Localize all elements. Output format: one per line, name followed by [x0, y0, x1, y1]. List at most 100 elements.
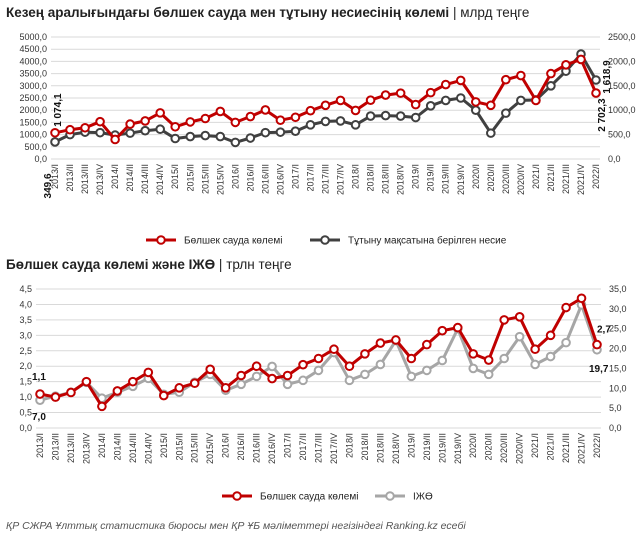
- x-tick-label: 2020/II: [486, 164, 496, 192]
- data-point: [143, 367, 154, 378]
- data-point: [298, 359, 308, 370]
- data-point: [260, 127, 271, 138]
- x-tick-label: 2020/III: [499, 433, 509, 463]
- data-point: [530, 344, 540, 355]
- data-point: [530, 359, 540, 370]
- data-point: [66, 387, 76, 398]
- x-tick-label: 2020/I: [471, 164, 481, 189]
- x-tick-label: 2017/III: [314, 433, 324, 463]
- data-point: [576, 293, 587, 304]
- y-left-tick-label: 3000,0: [19, 81, 47, 91]
- x-tick-label: 2017/I: [290, 164, 300, 189]
- data-point: [200, 113, 211, 124]
- data-point: [230, 117, 241, 128]
- data-point: [437, 355, 448, 366]
- data-point: [251, 371, 262, 382]
- x-tick-label: 2017/II: [305, 164, 315, 192]
- data-label: 7,0: [32, 412, 46, 423]
- x-tick-label: 2020/II: [484, 433, 494, 461]
- chart2-title: Бөлшек сауда көлемі және ІЖӨ | трлн теңг…: [6, 257, 292, 272]
- x-tick-label: 2016/II: [245, 164, 255, 192]
- data-point: [360, 349, 370, 359]
- x-tick-label: 2013/III: [80, 164, 90, 194]
- data-point: [205, 364, 215, 375]
- x-tick-label: 2018/II: [360, 433, 370, 461]
- data-point: [236, 370, 246, 381]
- y-left-tick-label: 4,5: [19, 284, 32, 294]
- data-label: 19,7: [589, 364, 609, 375]
- y-right-tick-label: 5,0: [609, 403, 622, 413]
- data-point: [344, 361, 355, 372]
- y-left-tick-label: 1500,0: [19, 117, 47, 127]
- y-right-tick-label: 25,0: [609, 324, 627, 334]
- data-point: [440, 79, 451, 90]
- x-tick-label: 2020/III: [501, 164, 511, 194]
- data-point: [514, 331, 525, 342]
- data-point: [561, 337, 571, 348]
- data-point: [561, 302, 571, 313]
- data-point: [95, 127, 105, 138]
- data-point: [65, 124, 75, 135]
- data-point: [275, 115, 286, 126]
- data-point: [591, 75, 601, 85]
- data-point: [335, 116, 346, 126]
- data-point: [50, 392, 61, 402]
- x-tick-label: 2021/II: [546, 433, 556, 461]
- data-point: [455, 93, 466, 103]
- data-point: [125, 119, 135, 129]
- data-point: [215, 131, 226, 142]
- x-tick-label: 2020/I: [468, 433, 478, 458]
- legend-marker: [385, 491, 395, 501]
- x-tick-label: 2022/I: [592, 433, 602, 458]
- x-tick-label: 2018/II: [366, 164, 376, 192]
- data-point: [516, 70, 526, 81]
- x-tick-label: 2021/I: [531, 164, 541, 189]
- data-point: [410, 112, 421, 123]
- data-point: [422, 339, 432, 350]
- data-point: [189, 378, 200, 389]
- data-point: [591, 88, 601, 98]
- y-left-tick-label: 3500,0: [19, 69, 47, 79]
- y-right-tick-label: 20,0: [609, 344, 627, 354]
- chart2-retail-gdp: 0,0 0,5 1,0 1,5 2,0 2,5 3,0 3,5 4,0 4,5 0,0 5,0 10,0…: [19, 284, 627, 503]
- data-point: [97, 401, 107, 412]
- data-point: [470, 97, 481, 107]
- data-point: [455, 75, 466, 86]
- x-tick-label: 2016/IV: [275, 164, 285, 195]
- data-point: [501, 108, 511, 118]
- data-point: [313, 365, 324, 376]
- x-tick-label: 2017/I: [283, 433, 293, 458]
- data-point: [112, 386, 123, 396]
- data-point: [230, 137, 241, 148]
- chart1-title: Кезең аралығындағы бөлшек сауда мен тұты…: [6, 5, 529, 20]
- legend-label: Тұтыну мақсатына берілген несие: [348, 235, 507, 247]
- data-point: [125, 128, 135, 138]
- data-point: [350, 105, 361, 116]
- x-tick-label: 2016/I: [230, 164, 240, 189]
- data-point: [452, 322, 463, 333]
- data-point: [305, 105, 316, 116]
- data-point: [185, 117, 196, 127]
- x-tick-label: 2015/III: [190, 433, 200, 463]
- data-point: [576, 54, 586, 65]
- x-tick-label: 2015/IV: [215, 164, 225, 195]
- x-tick-label: 2015/I: [170, 164, 180, 189]
- y-right-tick-label: 1500,0: [608, 81, 636, 91]
- y-left-tick-label: 2,5: [19, 346, 32, 356]
- data-point: [360, 369, 370, 380]
- data-point: [80, 122, 90, 133]
- y-left-tick-label: 0,5: [19, 408, 32, 418]
- data-point: [50, 137, 60, 147]
- x-tick-label: 2013/III: [66, 433, 76, 463]
- y-left-tick-label: 500,0: [24, 142, 47, 152]
- x-tick-label: 2015/IV: [205, 433, 215, 464]
- data-point: [514, 312, 525, 322]
- x-tick-label: 2015/II: [174, 433, 184, 461]
- data-point: [282, 370, 293, 381]
- data-point: [365, 111, 376, 121]
- data-point: [546, 68, 556, 79]
- x-tick-label: 2020/IV: [515, 433, 525, 464]
- data-label: 1 618,9: [602, 60, 613, 94]
- x-tick-label: 2016/III: [260, 164, 270, 194]
- y-left-tick-label: 3,5: [19, 315, 32, 325]
